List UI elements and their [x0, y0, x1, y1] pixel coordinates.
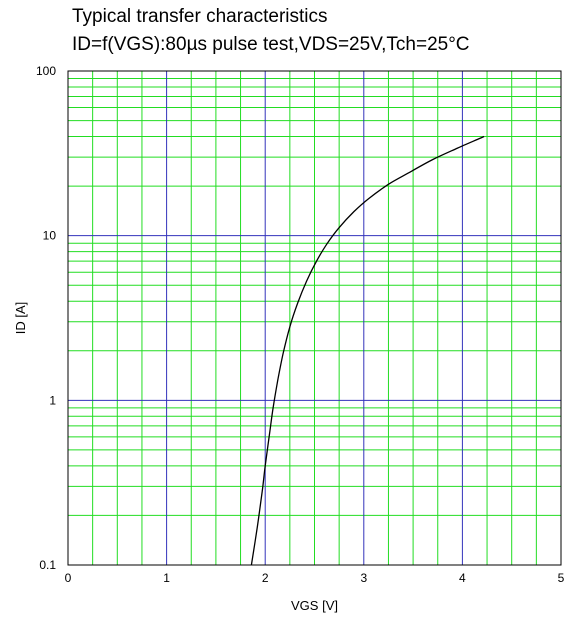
chart-subtitle: ID=f(VGS):80µs pulse test,VDS=25V,Tch=25…: [72, 34, 470, 55]
x-tick-label: 2: [262, 571, 269, 585]
x-tick-label: 1: [163, 571, 170, 585]
y-tick-label: 100: [36, 64, 56, 78]
x-tick-labels: 0 1 2 3 4 5: [65, 571, 565, 585]
plot-frame: [67, 70, 562, 566]
chart-title: Typical transfer characteristics: [72, 6, 328, 27]
curves: [250, 135, 485, 566]
x-tick-label: 3: [360, 571, 367, 585]
x-tick-label: 5: [558, 571, 565, 585]
y-tick-label: 1: [49, 393, 56, 407]
grid: [68, 71, 561, 565]
x-axis-label: VGS [V]: [291, 598, 338, 613]
series-line-0: [250, 135, 485, 566]
y-tick-label: 0.1: [39, 558, 56, 572]
x-tick-label: 4: [459, 571, 466, 585]
y-tick-label: 10: [43, 229, 57, 243]
y-axis-label: ID [A]: [13, 302, 28, 335]
x-tick-label: 0: [65, 571, 72, 585]
y-tick-labels: 0.1 1 10 100: [36, 64, 56, 572]
